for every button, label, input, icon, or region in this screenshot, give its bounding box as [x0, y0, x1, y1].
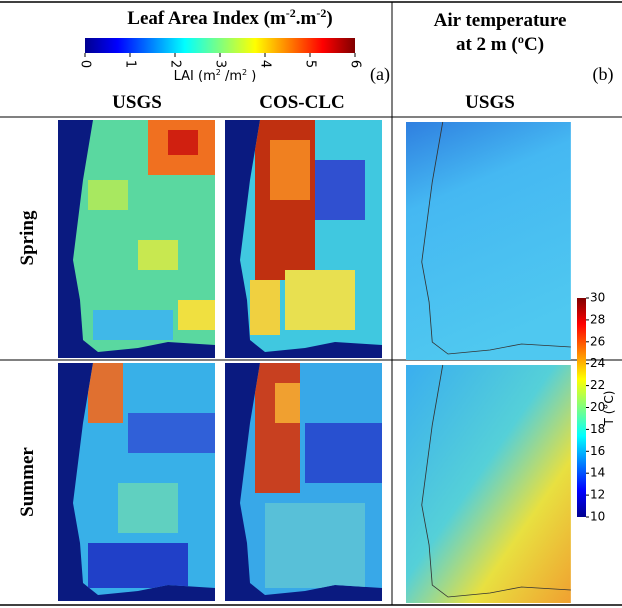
- colorbar-tick-label: 24: [590, 356, 605, 370]
- colorbar-tick-label: 26: [590, 334, 605, 348]
- panel-b-label: (b): [593, 64, 614, 85]
- map: [58, 363, 215, 601]
- colorbar-tick-label: 6: [348, 60, 363, 68]
- column-title: USGS: [112, 92, 162, 113]
- colorbar-tick-label: 4: [258, 60, 273, 68]
- colorbar-tick-label: 16: [590, 444, 605, 458]
- colorbar-tick-label: 5: [303, 60, 318, 68]
- colorbar-tick-label: 30: [590, 291, 605, 305]
- row-label: Spring: [17, 210, 38, 265]
- colorbar-tick-label: 14: [590, 466, 605, 480]
- colorbar-tick-label: 22: [590, 378, 605, 392]
- colorbar-tick-label: 10: [590, 510, 605, 524]
- lai-colorbar-label: LAI (m2 /m2 ): [174, 68, 257, 84]
- lai-colorbar-ticks: 0 1 2 3 4 5 6: [78, 53, 363, 68]
- map: [225, 363, 382, 601]
- map: [58, 120, 215, 358]
- panel-b-title: at 2 m (ºC): [456, 34, 544, 55]
- temperature-colorbar: [577, 298, 586, 517]
- panel-b-title: Air temperature: [434, 10, 567, 31]
- map: [406, 364, 571, 603]
- colorbar-tick-label: 12: [590, 488, 605, 502]
- colorbar-tick-label: 1: [123, 60, 138, 68]
- colorbar-tick-label: 18: [590, 422, 605, 436]
- panel-a-label: (a): [370, 64, 390, 85]
- colorbar-tick-label: 0: [78, 60, 93, 68]
- colorbar-tick-label: 28: [590, 312, 605, 326]
- temperature-colorbar-label: T (°C): [602, 391, 616, 427]
- temperature-colorbar-ticks: 10 12 14 16 18 20 22 24 26 28 30: [586, 291, 605, 524]
- colorbar-tick-label: 3: [213, 60, 228, 68]
- lai-colorbar: [85, 38, 355, 53]
- map: [406, 121, 571, 360]
- column-title: COS-CLC: [259, 92, 345, 113]
- column-title: USGS: [465, 92, 515, 113]
- colorbar-tick-label: 2: [168, 60, 183, 68]
- row-label: Summer: [17, 447, 38, 517]
- colorbar-tick-label: 20: [590, 400, 605, 414]
- map: [225, 120, 382, 358]
- panel-a-title: Leaf Area Index (m-2.m-2): [127, 6, 332, 29]
